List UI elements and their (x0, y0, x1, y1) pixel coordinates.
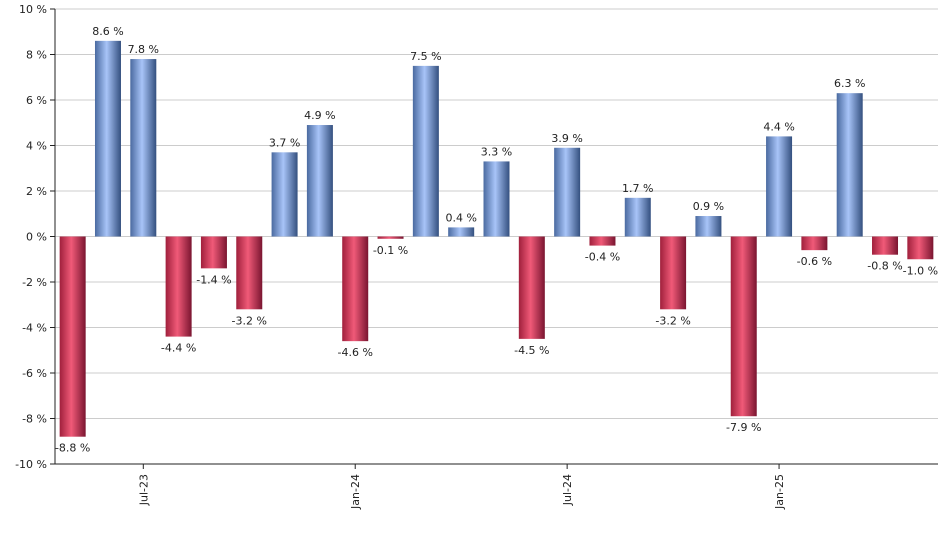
bar-negative (872, 236, 899, 255)
y-axis-ticks: -10 % -8 % -6 % -4 % -2 % 0 % 2 % 4 % 6 % 8 % 10 % (15, 3, 55, 471)
y-tick-label: 4 % (26, 140, 47, 153)
bar-negative (660, 236, 687, 310)
y-tick-label: 2 % (26, 185, 47, 198)
bar-positive (766, 136, 793, 237)
bar-negative (730, 236, 757, 417)
axes (54, 9, 938, 465)
bar-negative (236, 236, 263, 310)
bar-positive (271, 152, 298, 237)
y-tick-label: 6 % (26, 94, 47, 107)
y-tick-label: -2 % (22, 276, 47, 289)
bar-value-label: 4.9 % (304, 109, 335, 122)
bar-value-label: 0.4 % (445, 211, 476, 224)
bar-positive (695, 216, 722, 237)
y-tick-label: -6 % (22, 367, 47, 380)
x-tick-label: Jan-24 (349, 474, 362, 510)
bar-positive (306, 125, 333, 237)
bar-value-label: 6.3 % (834, 77, 865, 90)
y-tick-label: -4 % (22, 322, 47, 335)
bar-value-label: -0.6 % (797, 255, 832, 268)
bar-negative (377, 236, 404, 239)
bar-value-label: -7.9 % (726, 421, 761, 434)
bar-value-label: -0.8 % (867, 260, 902, 273)
bar-value-label: -1.4 % (196, 273, 231, 286)
bar-negative (342, 236, 369, 342)
bar-positive (412, 65, 439, 237)
x-axis-ticks: Jul-23 Jan-24 Jul-24 Jan-25 (137, 464, 786, 510)
bar-value-label: 3.7 % (269, 136, 300, 149)
bar-value-label: -4.4 % (161, 342, 196, 355)
bar-value-label: 3.9 % (551, 132, 582, 145)
bar-value-label: 4.4 % (763, 120, 794, 133)
x-tick-label: Jan-25 (773, 474, 786, 510)
bar-negative (200, 236, 227, 269)
bar-positive (554, 147, 581, 237)
bar-value-label: 1.7 % (622, 182, 653, 195)
bar-value-label: 3.3 % (481, 145, 512, 158)
bar-negative (907, 236, 934, 260)
bar-positive (624, 197, 651, 237)
bar-value-label: -1.0 % (903, 264, 938, 277)
data-labels: -8.8 % 8.6 % 7.8 % -4.4 % -1.4 % -3.2 % 3.7 % 4… (55, 25, 938, 455)
bar-value-label: -3.2 % (232, 314, 267, 327)
bar-value-label: 0.9 % (693, 200, 724, 213)
bar-positive (130, 59, 157, 237)
bar-negative (518, 236, 545, 339)
bar-negative (59, 236, 86, 437)
bar-value-label: -4.5 % (514, 344, 549, 357)
y-tick-label: 0 % (26, 231, 47, 244)
bar-positive (448, 227, 475, 237)
bar-value-label: -3.2 % (655, 314, 690, 327)
bar-negative (801, 236, 828, 251)
bar-positive (836, 93, 863, 237)
bar-value-label: -8.8 % (55, 442, 90, 455)
bar-negative (589, 236, 616, 246)
bar-negative (165, 236, 192, 337)
x-tick-label: Jul-24 (561, 474, 574, 506)
bar-value-label: 7.5 % (410, 50, 441, 63)
bar-value-label: 8.6 % (92, 25, 123, 38)
y-tick-label: -8 % (22, 413, 47, 426)
y-tick-label: 10 % (19, 3, 47, 16)
bar-positive (483, 161, 510, 237)
bar-value-label: -0.4 % (585, 251, 620, 264)
x-tick-label: Jul-23 (137, 474, 150, 506)
bar-value-label: -4.6 % (338, 346, 373, 359)
bar-value-label: -0.1 % (373, 244, 408, 257)
y-tick-label: -10 % (15, 458, 47, 471)
bars (59, 40, 934, 437)
y-tick-label: 8 % (26, 49, 47, 62)
bar-value-label: 7.8 % (128, 43, 159, 56)
bar-positive (94, 40, 121, 237)
